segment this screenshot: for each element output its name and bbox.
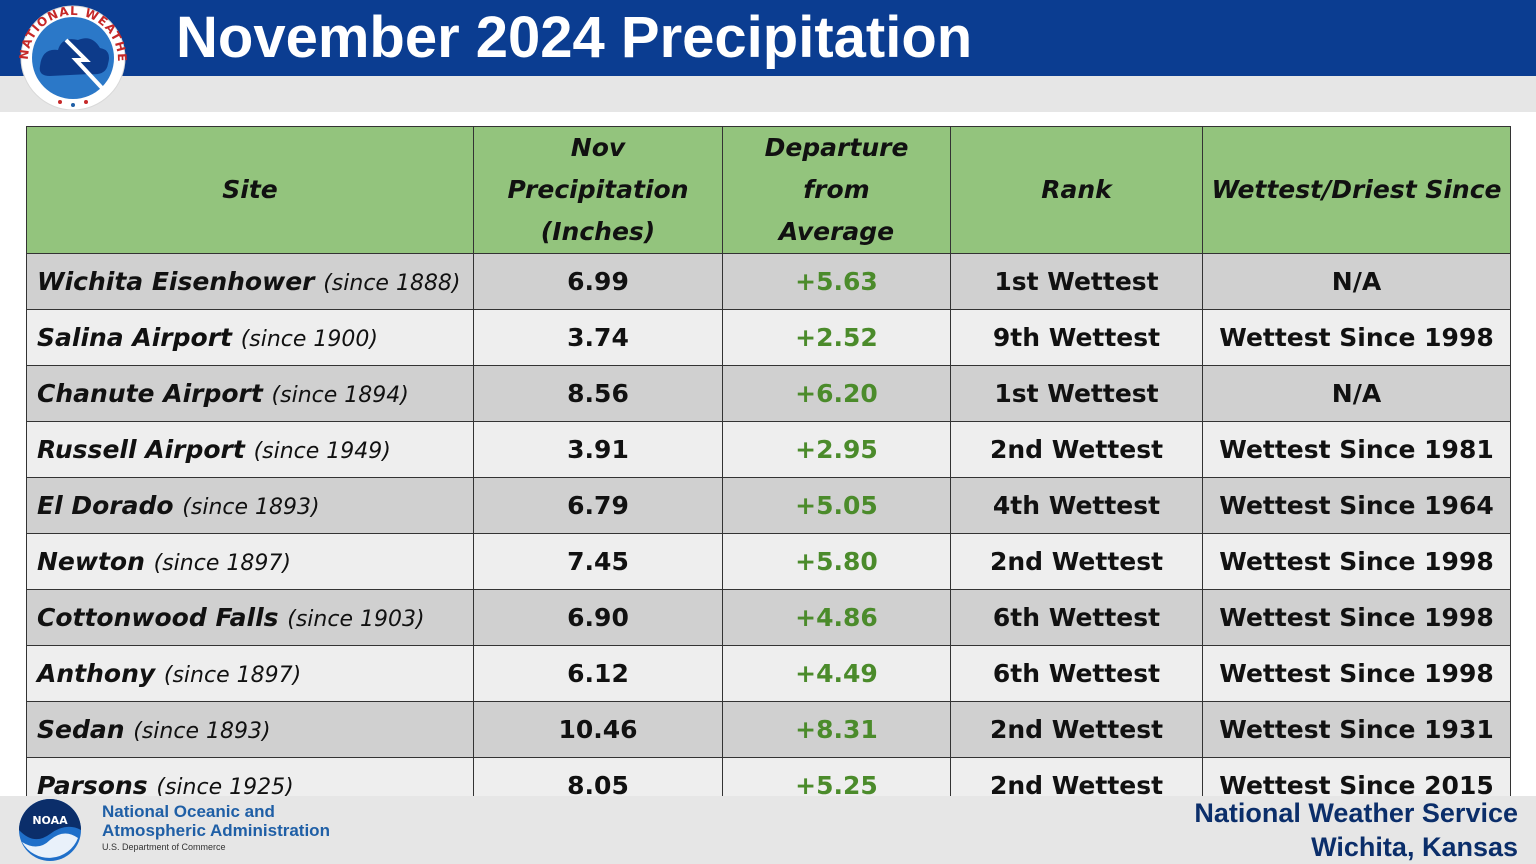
noaa-name-block: National Oceanic and Atmospheric Adminis… [102,802,330,854]
departure-cell: +2.95 [722,421,951,478]
rank-cell: 9th Wettest [950,309,1203,366]
departure-cell: +8.31 [722,701,951,758]
departure-cell: +2.52 [722,309,951,366]
footer-bar [0,796,1536,864]
site-name: Chanute Airport [37,379,263,408]
precip-cell: 6.79 [473,477,723,534]
site-name: El Dorado [37,491,174,520]
departure-cell: +4.86 [722,589,951,646]
site-cell: Newton (since 1897) [26,533,474,590]
departure-cell: +5.80 [722,533,951,590]
site-name: Russell Airport [37,435,245,464]
rank-cell: 1st Wettest [950,365,1203,422]
site-name: Parsons [37,771,148,800]
table-header-row: Site Nov Precipitation (Inches) Departure… [26,126,1511,254]
rank-cell: 2nd Wettest [950,421,1203,478]
precip-cell: 7.45 [473,533,723,590]
table-row: Salina Airport (since 1900) 3.74 +2.52 9… [26,309,1511,366]
site-period: (since 1894) [271,383,409,408]
noaa-department: U.S. Department of Commerce [102,842,226,852]
nws-office-name: National Weather Service [1194,798,1518,828]
site-period: (since 1925) [156,775,294,800]
header-bar [0,0,1536,76]
table-row: Russell Airport (since 1949) 3.91 +2.95 … [26,421,1511,478]
header-site: Site [26,126,474,254]
table-row: Chanute Airport (since 1894) 8.56 +6.20 … [26,365,1511,422]
departure-cell: +5.05 [722,477,951,534]
since-cell: Wettest Since 1998 [1202,309,1511,366]
since-cell: Wettest Since 1981 [1202,421,1511,478]
noaa-name-line1: National Oceanic and [102,802,275,821]
precip-cell: 6.12 [473,645,723,702]
since-cell: N/A [1202,365,1511,422]
table-row: Anthony (since 1897) 6.12 +4.49 6th Wett… [26,645,1511,702]
table-row: Cottonwood Falls (since 1903) 6.90 +4.86… [26,589,1511,646]
site-cell: Russell Airport (since 1949) [26,421,474,478]
rank-cell: 4th Wettest [950,477,1203,534]
since-cell: Wettest Since 1931 [1202,701,1511,758]
table-row: Sedan (since 1893) 10.46 +8.31 2nd Wette… [26,701,1511,758]
nws-office-location: Wichita, Kansas [1311,832,1518,862]
precip-cell: 10.46 [473,701,723,758]
site-cell: Sedan (since 1893) [26,701,474,758]
header-precipitation: Nov Precipitation (Inches) [473,126,723,254]
site-cell: Cottonwood Falls (since 1903) [26,589,474,646]
since-cell: Wettest Since 1998 [1202,645,1511,702]
site-name: Sedan [37,715,125,744]
table-row: El Dorado (since 1893) 6.79 +5.05 4th We… [26,477,1511,534]
page-title: November 2024 Precipitation [176,5,973,70]
site-cell: Anthony (since 1897) [26,645,474,702]
site-name: Anthony [37,659,156,688]
nws-office-block: National Weather Service Wichita, Kansas [1194,796,1518,864]
site-name: Newton [37,547,145,576]
precip-cell: 8.56 [473,365,723,422]
nws-logo-icon: NATIONAL WEATHER SERVICE [10,2,128,110]
site-period: (since 1949) [253,439,391,464]
noaa-logo-icon: NOAA [19,799,81,861]
site-period: (since 1897) [153,551,291,576]
site-name: Cottonwood Falls [37,603,279,632]
header-wettest-driest-since: Wettest/Driest Since [1202,126,1511,254]
site-period: (since 1893) [182,495,320,520]
departure-cell: +6.20 [722,365,951,422]
precip-cell: 3.74 [473,309,723,366]
precipitation-table: Site Nov Precipitation (Inches) Departure… [26,126,1511,814]
rank-cell: 2nd Wettest [950,533,1203,590]
since-cell: N/A [1202,253,1511,310]
rank-cell: 6th Wettest [950,645,1203,702]
noaa-logo-text: NOAA [32,814,68,827]
since-cell: Wettest Since 1998 [1202,533,1511,590]
departure-cell: +4.49 [722,645,951,702]
site-cell: El Dorado (since 1893) [26,477,474,534]
site-name: Wichita Eisenhower [37,267,315,296]
precip-cell: 6.90 [473,589,723,646]
rank-cell: 6th Wettest [950,589,1203,646]
noaa-name-line2: Atmospheric Administration [102,821,330,840]
site-cell: Wichita Eisenhower (since 1888) [26,253,474,310]
site-cell: Salina Airport (since 1900) [26,309,474,366]
rank-cell: 2nd Wettest [950,701,1203,758]
site-cell: Chanute Airport (since 1894) [26,365,474,422]
site-period: (since 1893) [133,719,271,744]
site-period: (since 1888) [323,271,461,296]
since-cell: Wettest Since 1998 [1202,589,1511,646]
header-departure: Departure from Average [722,126,951,254]
header-subband [0,76,1536,112]
table-row: Newton (since 1897) 7.45 +5.80 2nd Wette… [26,533,1511,590]
rank-cell: 1st Wettest [950,253,1203,310]
precip-cell: 6.99 [473,253,723,310]
departure-cell: +5.63 [722,253,951,310]
site-name: Salina Airport [37,323,232,352]
site-period: (since 1900) [240,327,378,352]
table-row: Wichita Eisenhower (since 1888) 6.99 +5.… [26,253,1511,310]
site-period: (since 1903) [287,607,425,632]
header-rank: Rank [950,126,1203,254]
precip-cell: 3.91 [473,421,723,478]
site-period: (since 1897) [163,663,302,688]
since-cell: Wettest Since 1964 [1202,477,1511,534]
